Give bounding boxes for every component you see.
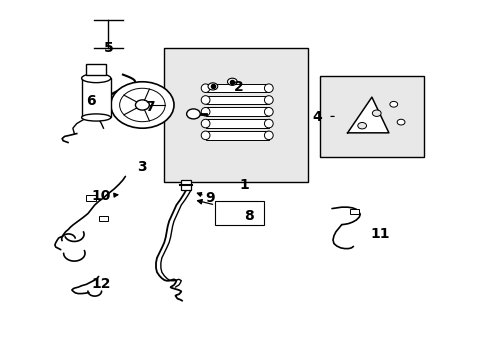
Ellipse shape xyxy=(264,119,273,128)
Ellipse shape xyxy=(201,108,209,116)
Circle shape xyxy=(207,83,217,90)
Bar xyxy=(86,195,96,201)
Bar xyxy=(99,216,108,221)
Circle shape xyxy=(389,102,397,107)
Circle shape xyxy=(120,88,165,122)
Bar xyxy=(164,48,307,182)
Ellipse shape xyxy=(201,131,209,140)
Bar xyxy=(81,78,111,117)
Polygon shape xyxy=(347,97,388,133)
Circle shape xyxy=(396,119,404,125)
Ellipse shape xyxy=(264,84,273,93)
Bar xyxy=(319,76,424,157)
Bar xyxy=(205,84,268,93)
Ellipse shape xyxy=(81,114,111,121)
Bar xyxy=(215,202,264,225)
Circle shape xyxy=(186,109,200,119)
Text: 3: 3 xyxy=(137,161,147,175)
Text: 10: 10 xyxy=(91,189,111,203)
Circle shape xyxy=(135,100,149,110)
Bar xyxy=(181,180,191,190)
Ellipse shape xyxy=(264,108,273,116)
Bar xyxy=(86,64,106,75)
Ellipse shape xyxy=(201,96,209,104)
Circle shape xyxy=(227,78,237,85)
Text: 12: 12 xyxy=(91,276,111,291)
Text: 9: 9 xyxy=(205,191,215,205)
Ellipse shape xyxy=(264,96,273,104)
Bar xyxy=(205,108,268,116)
Bar xyxy=(350,208,359,213)
Text: 7: 7 xyxy=(144,100,154,114)
Ellipse shape xyxy=(201,84,209,93)
Text: 8: 8 xyxy=(244,209,254,223)
Text: 4: 4 xyxy=(312,111,322,125)
Text: 5: 5 xyxy=(103,41,113,55)
Circle shape xyxy=(372,110,380,116)
Text: 6: 6 xyxy=(86,94,96,108)
Text: 2: 2 xyxy=(233,80,243,94)
Text: 11: 11 xyxy=(370,226,389,240)
Circle shape xyxy=(111,82,174,128)
Bar xyxy=(205,131,268,140)
Text: 1: 1 xyxy=(239,178,249,192)
Ellipse shape xyxy=(201,119,209,128)
Ellipse shape xyxy=(264,131,273,140)
Bar xyxy=(205,96,268,104)
Bar xyxy=(205,119,268,128)
Circle shape xyxy=(357,122,366,129)
Ellipse shape xyxy=(81,74,111,83)
